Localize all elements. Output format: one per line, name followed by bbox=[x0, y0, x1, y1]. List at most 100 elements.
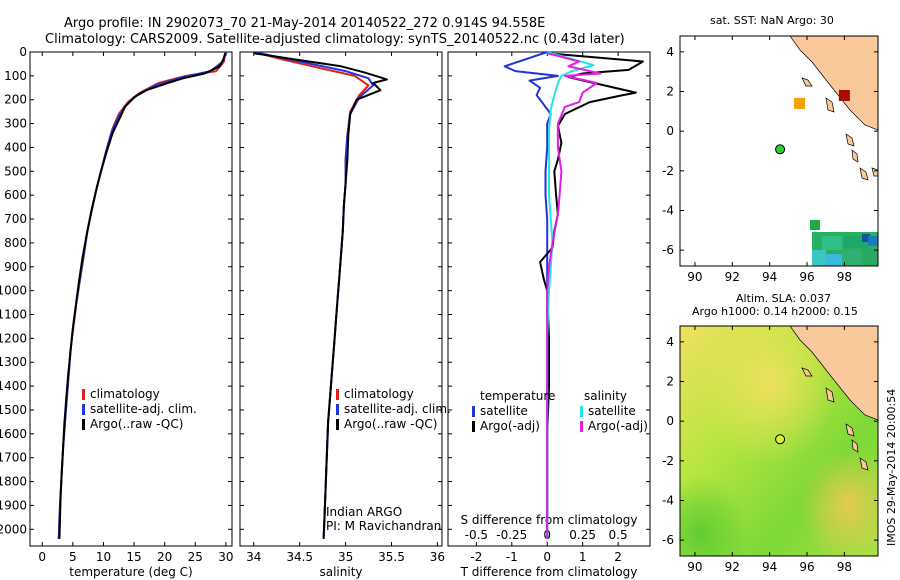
salinity-xtick-label: 35.5 bbox=[378, 550, 405, 564]
temperature-xtick-label: 0 bbox=[38, 550, 46, 564]
sla-map-xtick-label: 92 bbox=[725, 560, 740, 574]
sst-map-ytick-label: -6 bbox=[662, 243, 674, 257]
sla-island-simeulue bbox=[801, 367, 813, 377]
temperature-xtick-label: 10 bbox=[96, 550, 111, 564]
difference-legend-label: satellite bbox=[588, 404, 636, 418]
depth-tick-label: 1200 bbox=[0, 331, 27, 345]
sla-map-ytick-label: 0 bbox=[666, 414, 674, 428]
difference-legend-label: Argo(-adj) bbox=[480, 419, 540, 433]
imos-timestamp-footer: IMOS 29-May-2014 20:00:54 bbox=[885, 389, 898, 546]
difference-legend-title: salinity bbox=[584, 389, 627, 403]
sla-map-title-line2: Argo h1000: 0.14 h2000: 0.15 bbox=[692, 305, 858, 318]
sla-map-panel: Altim. SLA: 0.037 Argo h1000: 0.14 h2000… bbox=[662, 292, 879, 574]
sst-map-ytick-label: -4 bbox=[662, 203, 674, 217]
differences-xtick-label: -2 bbox=[470, 550, 482, 564]
depth-tick-label: 400 bbox=[4, 140, 27, 154]
island-siberut bbox=[845, 133, 855, 147]
temperature-legend-swatch bbox=[82, 419, 85, 430]
temperature-legend-label: climatology bbox=[90, 387, 160, 401]
difference-legend-label: Argo(-adj) bbox=[588, 419, 648, 433]
temperature-legend-label: Argo(..raw -QC) bbox=[90, 417, 183, 431]
sst-map-xtick-label: 90 bbox=[687, 270, 702, 284]
temperature-xtick-label: 20 bbox=[157, 550, 172, 564]
island-enggano bbox=[871, 167, 878, 177]
sst-argo-marker bbox=[775, 144, 786, 155]
difference-legend-swatch bbox=[472, 406, 475, 417]
salinity-profile-panel: 34 34.5 35 35.5 36 salinity climatologysatelli… bbox=[239, 51, 451, 579]
pi-annotation: Indian ARGO bbox=[326, 505, 402, 519]
sla-map-xtick-label: 98 bbox=[837, 560, 852, 574]
differences-series-line bbox=[539, 52, 644, 539]
salinity-legend-swatch bbox=[336, 419, 339, 430]
differences-xlabel: T difference from climatology bbox=[460, 565, 638, 579]
difference-legend-label: satellite bbox=[480, 404, 528, 418]
sst-map-ytick-label: 0 bbox=[666, 124, 674, 138]
temperature-xtick-label: 25 bbox=[188, 550, 203, 564]
temperature-series-group bbox=[57, 52, 228, 539]
temperature-series-line bbox=[57, 52, 228, 539]
sla-map-xtick-label: 96 bbox=[799, 560, 814, 574]
depth-tick-label: 100 bbox=[4, 69, 27, 83]
sumatra-landmass bbox=[789, 36, 878, 131]
salinity-legend-label: satellite-adj. clim. bbox=[344, 402, 451, 416]
sla-island-pagai bbox=[859, 457, 869, 471]
figure-title-line1: Argo profile: IN 2902073_70 21-May-2014 … bbox=[64, 16, 545, 31]
sla-map-title-line1: Altim. SLA: 0.037 bbox=[736, 292, 831, 305]
salinity-legend-swatch bbox=[336, 404, 339, 415]
temperature-legend-label: satellite-adj. clim. bbox=[90, 402, 197, 416]
salinity-series-line bbox=[253, 52, 375, 539]
depth-tick-label: 1100 bbox=[0, 308, 27, 322]
sst-map-xtick-label: 98 bbox=[837, 270, 852, 284]
temperature-xlabel: temperature (deg C) bbox=[69, 565, 192, 579]
differences-xtick-label: 1 bbox=[579, 550, 587, 564]
salinity-frame bbox=[239, 51, 443, 547]
temperature-legend-swatch bbox=[82, 404, 85, 415]
sla-island-sipora bbox=[851, 439, 859, 453]
sst-data-patch bbox=[810, 220, 878, 266]
salinity-xtick-label: 34 bbox=[246, 550, 261, 564]
sla-argo-marker bbox=[775, 434, 786, 445]
depth-tick-label: 1300 bbox=[0, 355, 27, 369]
salinity-legend-label: climatology bbox=[344, 387, 414, 401]
differences-xtick-label: 2 bbox=[614, 550, 622, 564]
sla-map-ytick-label: -4 bbox=[662, 493, 674, 507]
depth-tick-label: 500 bbox=[4, 164, 27, 178]
depth-tick-label: 1000 bbox=[0, 284, 27, 298]
depth-tick-label: 700 bbox=[4, 212, 27, 226]
difference-legend-title: temperature bbox=[480, 389, 555, 403]
sst-map-ytick-label: 4 bbox=[666, 45, 674, 59]
sla-map-ytick-label: -2 bbox=[662, 454, 674, 468]
island-pagai bbox=[859, 167, 869, 181]
sst-map-frame bbox=[679, 35, 879, 267]
depth-tick-label: 300 bbox=[4, 117, 27, 131]
sla-map-frame bbox=[679, 325, 879, 557]
differences-s-tick-label: -0.25 bbox=[496, 528, 527, 542]
temperature-legend-swatch bbox=[82, 389, 85, 400]
salinity-series-line bbox=[253, 52, 370, 539]
sst-map-panel: sat. SST: NaN Argo: 30 bbox=[662, 14, 879, 284]
differences-xtick-label: -1 bbox=[506, 550, 518, 564]
difference-profile-panel: -2 -1 0 1 2T difference from climatology S di… bbox=[447, 51, 651, 579]
salinity-xtick-label: 35 bbox=[338, 550, 353, 564]
salinity-legend-swatch bbox=[336, 389, 339, 400]
salinity-series-group bbox=[253, 52, 388, 539]
temperature-series-line bbox=[58, 52, 227, 539]
sst-map-ytick-label: -2 bbox=[662, 164, 674, 178]
sla-sumatra-landmass bbox=[789, 326, 878, 421]
island-sipora bbox=[851, 149, 859, 163]
depth-tick-label: 1600 bbox=[0, 427, 27, 441]
difference-legend-swatch bbox=[580, 421, 583, 432]
differences-xlabel-top: S difference from climatology bbox=[461, 513, 638, 527]
sst-map-ytick-label: 2 bbox=[666, 85, 674, 99]
pi-annotation: PI: M Ravichandran bbox=[326, 519, 441, 533]
temperature-profile-panel: 0100200300400500600700800900100011001200… bbox=[0, 45, 234, 579]
salinity-xtick-label: 34.5 bbox=[286, 550, 313, 564]
island-simeulue bbox=[801, 77, 813, 87]
depth-tick-label: 2000 bbox=[0, 522, 27, 536]
depth-tick-label: 1400 bbox=[0, 379, 27, 393]
depth-tick-label: 600 bbox=[4, 188, 27, 202]
sla-map-xtick-label: 94 bbox=[762, 560, 777, 574]
depth-tick-label: 0 bbox=[19, 45, 27, 59]
depth-tick-label: 1500 bbox=[0, 403, 27, 417]
